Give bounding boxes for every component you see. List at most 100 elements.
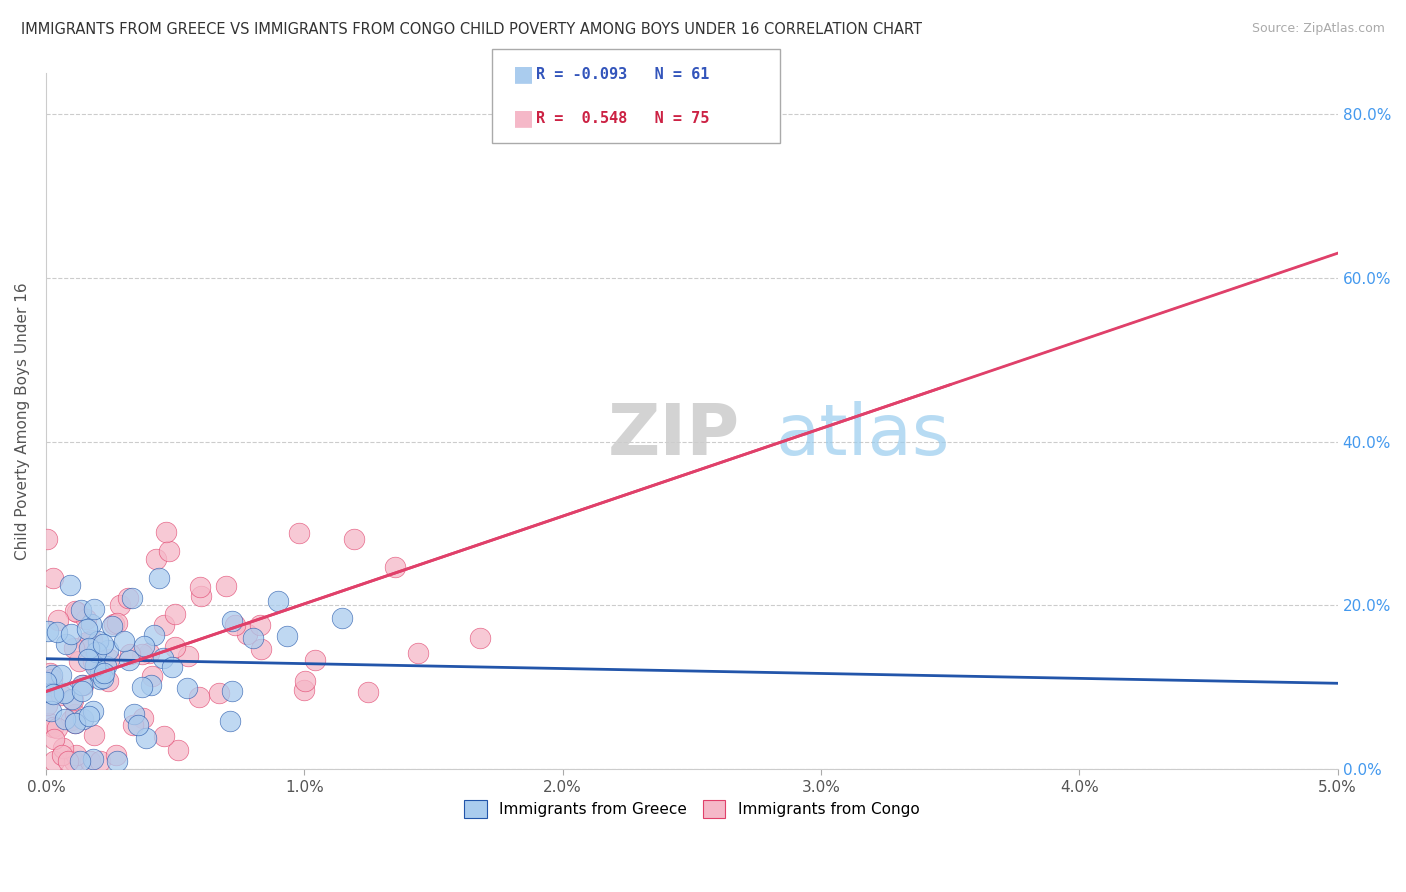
Point xyxy=(160,659,183,673)
Point xyxy=(39,704,62,718)
Point xyxy=(105,754,128,768)
Point xyxy=(51,668,73,682)
Text: ■: ■ xyxy=(513,109,534,128)
Point xyxy=(42,754,65,768)
Point xyxy=(83,728,105,742)
Point xyxy=(72,678,94,692)
Text: IMMIGRANTS FROM GREECE VS IMMIGRANTS FROM CONGO CHILD POVERTY AMONG BOYS UNDER 1: IMMIGRANTS FROM GREECE VS IMMIGRANTS FRO… xyxy=(21,22,922,37)
Point xyxy=(80,617,103,632)
Point xyxy=(63,754,86,768)
Point xyxy=(45,721,67,735)
Point xyxy=(292,682,315,697)
Point xyxy=(406,646,429,660)
Point xyxy=(75,612,97,626)
Point xyxy=(38,715,60,730)
Point xyxy=(87,633,110,648)
Point xyxy=(72,712,94,726)
Point xyxy=(35,698,58,713)
Point xyxy=(121,591,143,606)
Point xyxy=(135,731,157,746)
Point xyxy=(42,687,65,701)
Point xyxy=(89,754,111,768)
Point xyxy=(83,659,105,673)
Point xyxy=(236,626,259,640)
Text: ■: ■ xyxy=(513,64,534,84)
Point xyxy=(46,624,69,639)
Point xyxy=(131,647,153,661)
Point xyxy=(35,675,58,690)
Point xyxy=(134,640,156,654)
Point xyxy=(52,686,75,700)
Point xyxy=(138,646,160,660)
Point xyxy=(468,632,491,646)
Point xyxy=(76,652,98,666)
Point xyxy=(103,616,125,631)
Point xyxy=(190,590,212,604)
Point xyxy=(101,619,124,633)
Point xyxy=(118,653,141,667)
Point xyxy=(53,712,76,726)
Point xyxy=(97,643,120,657)
Point xyxy=(122,718,145,732)
Point xyxy=(155,525,177,540)
Point xyxy=(357,685,380,699)
Point xyxy=(214,579,236,593)
Point xyxy=(343,532,366,546)
Point xyxy=(70,603,93,617)
Point xyxy=(177,648,200,663)
Point xyxy=(93,671,115,685)
Text: Source: ZipAtlas.com: Source: ZipAtlas.com xyxy=(1251,22,1385,36)
Point xyxy=(65,604,87,618)
Point xyxy=(89,672,111,686)
Point xyxy=(65,605,87,619)
Point xyxy=(145,552,167,566)
Point xyxy=(70,678,93,692)
Point xyxy=(221,614,243,628)
Point xyxy=(267,593,290,607)
Point xyxy=(37,624,59,638)
Point xyxy=(163,607,186,621)
Point xyxy=(208,686,231,700)
Point xyxy=(77,708,100,723)
Point xyxy=(152,651,174,665)
Point xyxy=(117,591,139,606)
Point xyxy=(59,577,82,591)
Point xyxy=(60,627,83,641)
Point xyxy=(218,714,240,728)
Point xyxy=(139,678,162,692)
Text: ZIP: ZIP xyxy=(607,401,740,469)
Point xyxy=(112,633,135,648)
Point xyxy=(148,571,170,585)
Point xyxy=(176,681,198,696)
Point xyxy=(142,628,165,642)
Point xyxy=(127,717,149,731)
Point xyxy=(80,632,103,647)
Point xyxy=(163,640,186,654)
Point xyxy=(276,629,298,643)
Point xyxy=(42,720,65,734)
Point xyxy=(60,713,83,727)
Point xyxy=(63,641,86,656)
Point xyxy=(108,598,131,612)
Point xyxy=(82,751,104,765)
Point xyxy=(188,580,211,594)
Point xyxy=(51,747,73,762)
Point xyxy=(62,693,84,707)
Point xyxy=(63,715,86,730)
Point xyxy=(97,674,120,689)
Point xyxy=(157,544,180,558)
Point xyxy=(76,635,98,649)
Point xyxy=(69,655,91,669)
Point xyxy=(249,617,271,632)
Point xyxy=(77,641,100,656)
Point xyxy=(122,706,145,721)
Point xyxy=(294,673,316,688)
Point xyxy=(38,665,60,680)
Point xyxy=(63,707,86,722)
Point xyxy=(287,526,309,541)
Point xyxy=(98,652,121,666)
Point xyxy=(242,631,264,645)
Point xyxy=(152,618,174,632)
Point xyxy=(330,610,353,624)
Point xyxy=(167,743,190,757)
